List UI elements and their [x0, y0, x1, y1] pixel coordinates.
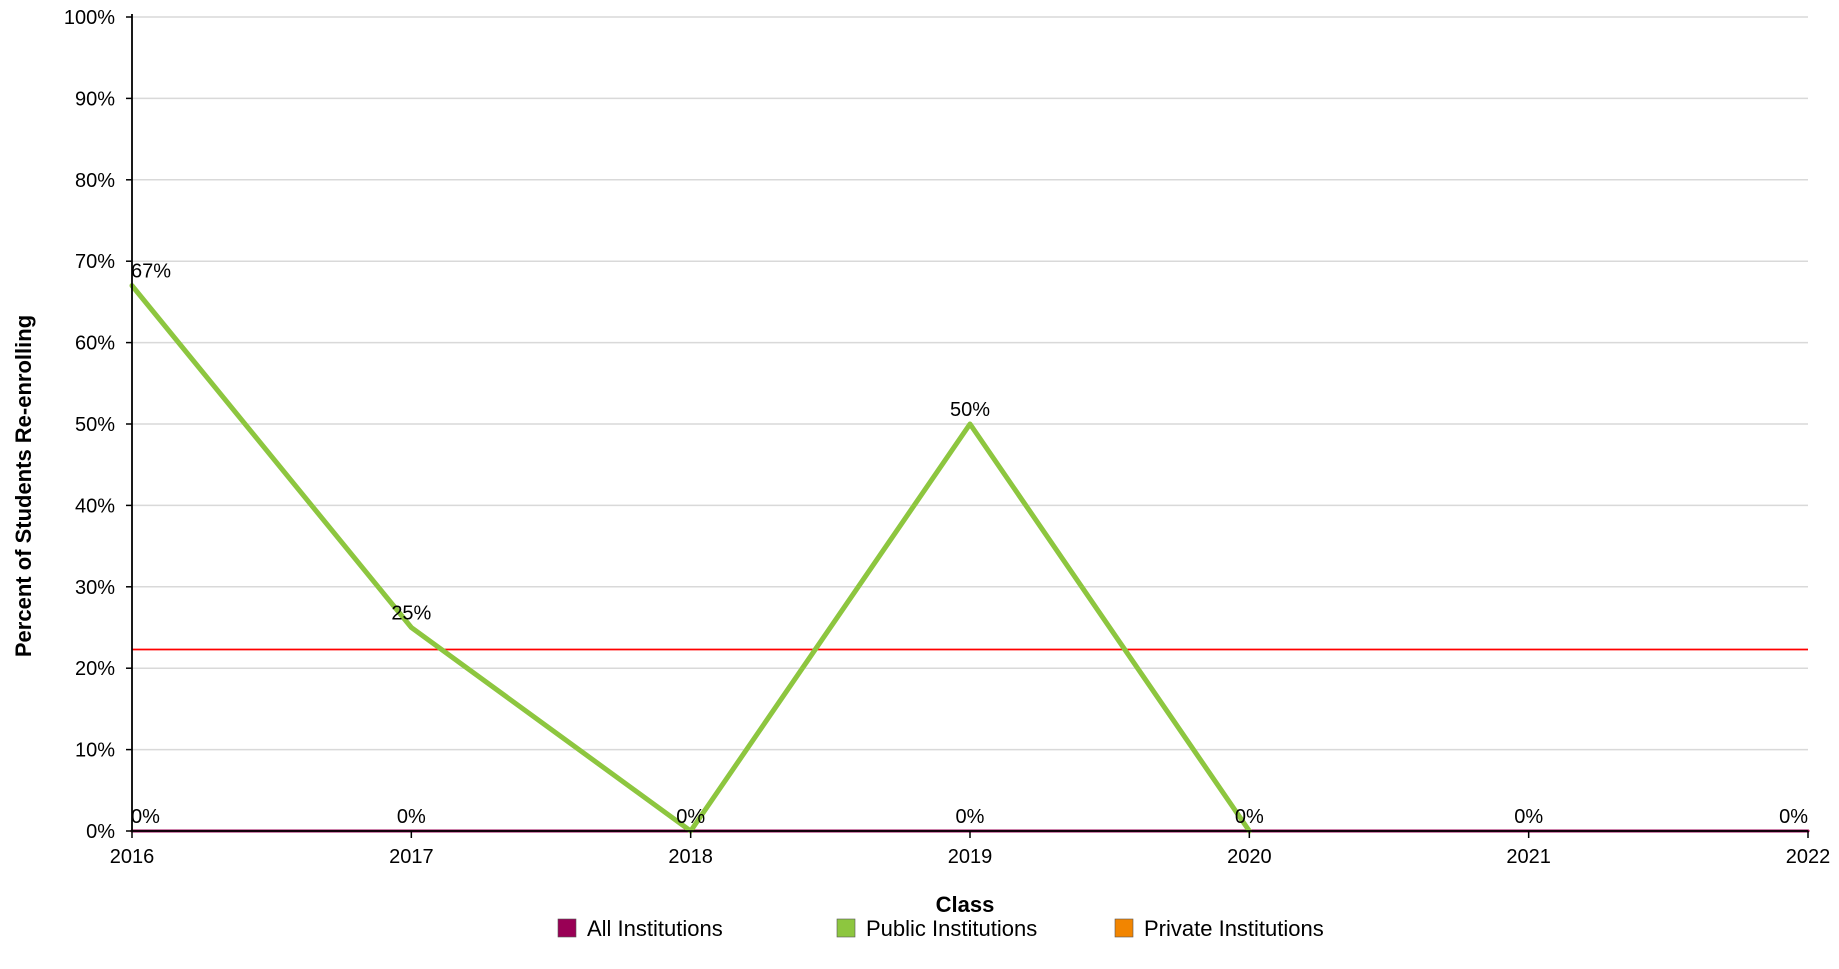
legend: All Institutions Public Institutions Priva… [557, 916, 1324, 941]
data-label: 0% [956, 806, 985, 828]
y-tick-label: 10% [75, 740, 115, 762]
legend-swatch [557, 918, 577, 938]
legend-label: Public Institutions [866, 916, 1037, 941]
axes: 0% 10% 20% 30% 40% 50% 60% 70% 80% 90% 100% 2016 201… [64, 7, 1830, 868]
data-label: 67% [131, 261, 171, 283]
legend-item[interactable]: Private Institutions [1114, 916, 1324, 941]
x-tick-label: 2020 [1227, 846, 1272, 868]
legend-swatch [836, 918, 856, 938]
x-tick-label: 2018 [668, 846, 713, 868]
data-label: 25% [391, 603, 431, 625]
data-label: 0% [131, 806, 160, 828]
grid-lines [132, 16, 1808, 751]
data-label: 0% [1779, 806, 1808, 828]
legend-label: Private Institutions [1144, 916, 1324, 941]
data-label: 50% [950, 399, 990, 421]
legend-item[interactable]: All Institutions [557, 916, 723, 941]
y-tick-label: 0% [86, 821, 115, 843]
y-tick-label: 80% [75, 170, 115, 192]
x-tick-label: 2016 [110, 846, 155, 868]
x-axis-title: Class [936, 892, 995, 917]
x-tick-label: 2019 [948, 846, 993, 868]
x-tick-label: 2017 [389, 846, 434, 868]
data-label: 0% [1235, 806, 1264, 828]
y-tick-label: 30% [75, 577, 115, 599]
x-tick-label: 2021 [1506, 846, 1551, 868]
y-tick-label: 60% [75, 333, 115, 355]
y-tick-label: 50% [75, 414, 115, 436]
x-tick-label: 2022 [1786, 846, 1831, 868]
y-tick-label: 100% [64, 7, 115, 29]
y-axis-title: Percent of Students Re-enrolling [11, 315, 36, 657]
data-label: 0% [1514, 806, 1543, 828]
legend-item[interactable]: Public Institutions [836, 916, 1037, 941]
legend-label: All Institutions [587, 916, 723, 941]
data-label: 0% [397, 806, 426, 828]
y-tick-label: 90% [75, 88, 115, 110]
data-labels: 67% 25% 0% 50% 0% 0% 0% 0% 0% 0% [131, 261, 1808, 828]
y-tick-label: 40% [75, 495, 115, 517]
data-label: 0% [676, 806, 705, 828]
y-tick-label: 70% [75, 251, 115, 273]
legend-swatch [1114, 918, 1134, 938]
y-tick-label: 20% [75, 658, 115, 680]
